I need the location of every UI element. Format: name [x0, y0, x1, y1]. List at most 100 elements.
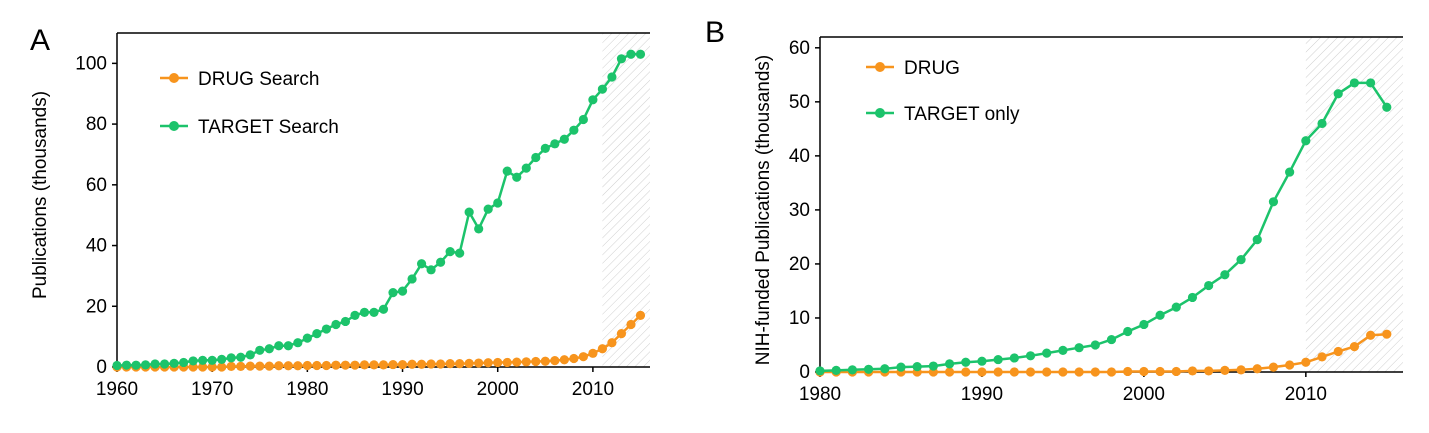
- panel-a-series-target-point: [369, 307, 379, 317]
- panel-b-label: B: [705, 16, 725, 49]
- panel-a-series-target-point: [331, 319, 341, 330]
- panel-b-series-target-point: [1074, 343, 1084, 353]
- panel-b-series-drug-point: [1155, 366, 1165, 377]
- panel-b-series-target-point: [847, 365, 857, 375]
- panel-b-series-target-point: [863, 364, 874, 374]
- panel-a-x-tick-label: 1960: [96, 379, 138, 400]
- panel-a-series-drug-point: [407, 359, 417, 369]
- panel-a-series-target-point: [378, 304, 389, 314]
- panel-b-series-drug-point: [1090, 367, 1100, 377]
- panel-b-series-target-point: [1171, 302, 1181, 312]
- panel-a-series-target-point: [340, 316, 351, 327]
- panel-a-y-tick-label: 0: [96, 357, 107, 378]
- panel-a-series-drug-point: [521, 357, 531, 367]
- panel-a-series-drug-point: [588, 348, 598, 358]
- panel-a-series-drug-point: [350, 360, 360, 370]
- panel-b-y-tick-label: 0: [799, 362, 810, 383]
- panel-a-legend-item-drug: DRUG Search: [160, 69, 319, 90]
- panel-a-series-drug-point: [340, 360, 351, 370]
- panel-a-series-drug-point: [378, 360, 389, 370]
- panel-a: A Publications (thousands) 0 20 40 60 80 100 1…: [30, 24, 650, 400]
- panel-a-series-drug-point: [416, 359, 427, 369]
- panel-a-series-target-point: [416, 259, 427, 269]
- panel-b-legend-label-drug: DRUG: [904, 58, 960, 79]
- panel-a-legend-label-drug: DRUG Search: [198, 69, 319, 90]
- panel-b-series-target-point: [1349, 78, 1360, 88]
- panel-a-series-target-point: [321, 324, 331, 334]
- panel-a-y-tick-label: 100: [75, 53, 107, 74]
- panel-a-series-drug-point: [445, 359, 455, 369]
- panel-b-y-tick-label: 10: [789, 308, 810, 329]
- panel-b-x-tick-label: 2000: [1123, 384, 1165, 405]
- panel-a-series-drug-point: [474, 358, 484, 368]
- panel-b-x-tick-label: 2010: [1285, 384, 1327, 405]
- panel-a-series-target-point: [226, 353, 236, 363]
- panel-a-series-drug-point: [283, 361, 293, 371]
- panel-a-series-target-point: [274, 341, 284, 351]
- panel-a-series-drug-point: [426, 359, 436, 369]
- panel-b-series-target-point: [993, 354, 1003, 365]
- panel-a-series-target-point: [283, 341, 293, 351]
- panel-b-series-target-point: [1204, 280, 1214, 291]
- panel-a-series-target-point: [616, 54, 627, 64]
- panel-b-series-target-point: [1268, 197, 1279, 207]
- panel-a-series-target-point: [359, 307, 370, 317]
- panel-a-series-drug-point: [331, 360, 341, 370]
- panel-a-series-drug-point: [635, 310, 646, 320]
- panel-a-series-target-point: [464, 207, 474, 217]
- panel-a-series-drug-point: [483, 358, 493, 368]
- panel-b-series-drug-point: [1187, 366, 1198, 376]
- panel-b-series-target-point: [977, 356, 987, 366]
- panel-a-series-target-point: [502, 166, 512, 176]
- panel-a-y-tick-label: 60: [86, 175, 107, 196]
- panel-b-series-target-point: [1252, 235, 1262, 245]
- panel-b-series-drug-point: [1236, 365, 1246, 375]
- panel-b-x-tick-label: 1980: [799, 384, 841, 405]
- panel-a-series-target-point: [512, 172, 522, 182]
- panel-a-series-drug-point: [236, 361, 246, 371]
- panel-a-series-drug-point: [616, 329, 627, 339]
- panel-a-series-target-point: [150, 359, 160, 369]
- panel-b-series-target-point: [831, 365, 841, 375]
- panel-a-series-target-point: [350, 310, 360, 320]
- panel-a-series-target-point: [540, 143, 550, 153]
- panel-a-series-target-point: [531, 152, 541, 163]
- panel-b-series-target-point: [1058, 345, 1068, 355]
- panel-a-series-target-point: [207, 355, 217, 365]
- panel-a-series-target-point: [426, 265, 436, 275]
- panel-a-series-target-point: [217, 354, 227, 365]
- panel-a-label: A: [30, 24, 50, 57]
- panel-a-series-target-point: [169, 358, 179, 368]
- panel-a-legend-item-target: TARGET Search: [160, 117, 339, 138]
- panel-b-series-target-point: [1025, 351, 1036, 361]
- panel-a-x-tick-label: 2000: [477, 379, 519, 400]
- panel-a-legend-label-target: TARGET Search: [198, 117, 339, 138]
- panel-b-series-target-point: [961, 357, 971, 367]
- panel-a-series-drug-point: [359, 360, 370, 370]
- panel-a-series-drug-point: [531, 356, 541, 367]
- panel-a-series-target-point: [493, 198, 503, 208]
- panel-a-series-target-point: [179, 357, 189, 368]
- panel-a-y-axis-title: Publications (thousands): [30, 91, 51, 299]
- panel-b-series-drug-point: [1204, 366, 1214, 376]
- panel-b-series-drug-point: [1074, 367, 1084, 377]
- panel-a-series-drug-point: [502, 357, 512, 368]
- panel-a-series-drug-point: [312, 360, 322, 371]
- panel-a-series-drug-point: [512, 357, 522, 367]
- panel-a-series-target-point: [188, 356, 198, 366]
- panel-b-series-target-point: [1155, 310, 1165, 320]
- panel-a-series-drug-point: [559, 355, 569, 365]
- panel-a-series-drug-point: [226, 361, 236, 371]
- panel-b-series-drug-point: [1009, 367, 1019, 377]
- panel-b-series-drug-point: [1123, 366, 1133, 377]
- panel-b-projection-shading: [1305, 37, 1403, 372]
- panel-b-series-target-point: [1123, 326, 1133, 337]
- panel-a-legend: DRUG Search TARGET Search: [160, 69, 339, 138]
- panel-a-series-drug-point: [493, 357, 503, 368]
- panel-b-series-drug-point: [1285, 360, 1295, 370]
- panel-a-series-drug-point: [388, 359, 398, 370]
- panel-a-series-target-point: [559, 134, 569, 144]
- panel-a-series-target-point: [112, 360, 122, 371]
- panel-b-y-tick-label: 20: [789, 254, 810, 275]
- panel-b-series-drug-point: [1171, 366, 1181, 377]
